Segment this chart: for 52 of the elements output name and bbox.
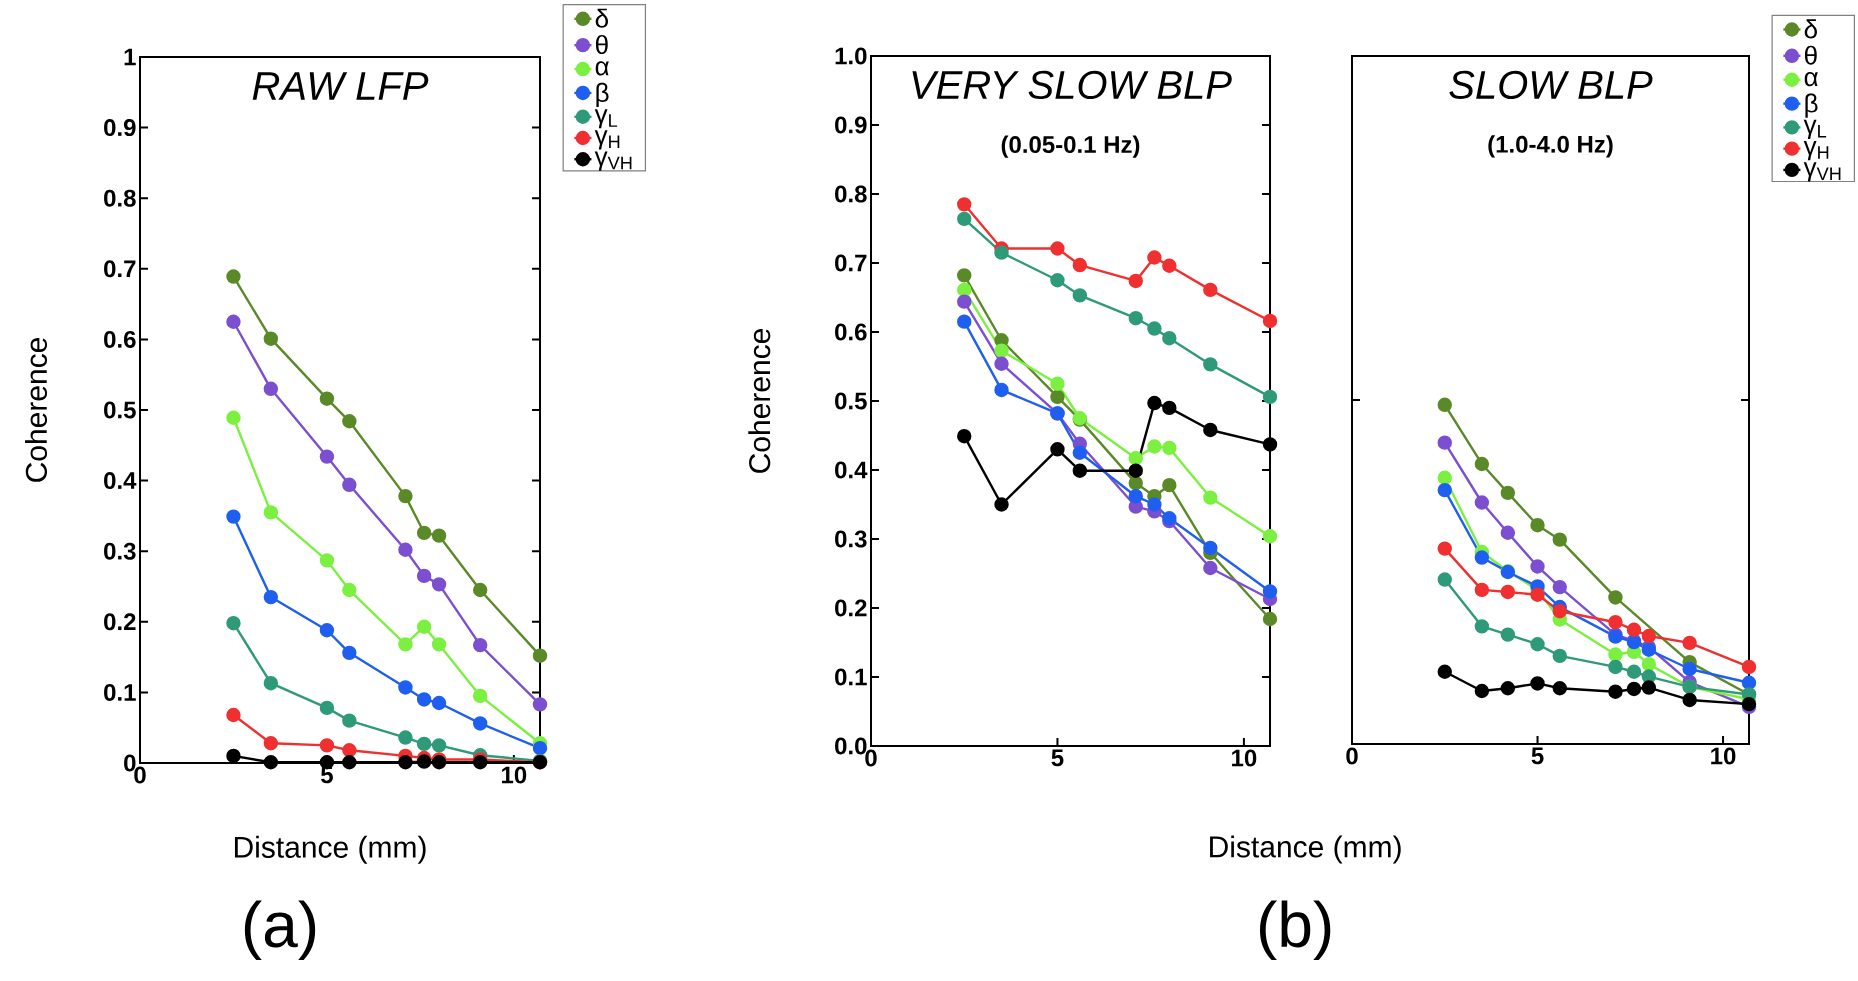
- x-tick-label: 10: [502, 766, 527, 784]
- y-axis-title: Coherence: [25, 337, 48, 482]
- legend-label: γ$_{VH}$: [1803, 162, 1841, 182]
- x-tick-label: 10: [1711, 747, 1736, 765]
- legend-label: δ: [1804, 19, 1817, 39]
- y-tick-label: 0.3: [835, 530, 867, 548]
- legend-label: θ: [1804, 45, 1817, 65]
- legend-label: β: [1805, 93, 1818, 118]
- x-tick-label: 0: [1346, 747, 1358, 765]
- y-tick-label: 0.6: [104, 330, 136, 348]
- y-tick-label: 0.4: [104, 472, 137, 490]
- y-axis-title: Coherence: [748, 328, 771, 473]
- legend-label: γ$_{L}$: [1803, 119, 1827, 139]
- y-tick-label: 0.0: [835, 737, 867, 755]
- x-axis-title: Distance (mm): [1210, 835, 1401, 864]
- legend-label: γ$_{H}$: [1803, 141, 1829, 161]
- y-tick-label: 0.8: [835, 185, 867, 203]
- legend-label: γ$_{VH}$: [594, 151, 632, 171]
- chart-title: SLOW BLP: [1449, 70, 1653, 100]
- legend-label: α: [595, 61, 609, 76]
- y-tick-label: 0.2: [835, 599, 867, 617]
- y-tick-label: 0.1: [835, 668, 867, 686]
- x-tick-label: 10: [1232, 749, 1257, 767]
- x-tick-label: 5: [1051, 749, 1064, 767]
- legend-label: β: [596, 82, 609, 108]
- legend-label: γ$_{L}$: [594, 109, 618, 129]
- text: (1.0-4.0 Hz): [1488, 135, 1613, 158]
- chart-title: RAW LFP: [252, 72, 429, 100]
- y-tick-label: 0.3: [104, 542, 136, 560]
- text: (b): [1260, 900, 1331, 961]
- y-tick-label: 0.9: [104, 119, 136, 137]
- y-tick-label: 1.0: [835, 47, 867, 65]
- legend-label: δ: [595, 8, 608, 28]
- y-tick-label: 0.5: [104, 401, 136, 419]
- x-tick-label: 5: [1531, 747, 1544, 765]
- y-tick-label: 0.1: [104, 683, 136, 701]
- legend-label: α: [1804, 71, 1818, 87]
- y-tick-label: 0.4: [835, 461, 868, 479]
- legend-label: γ$_{H}$: [594, 130, 620, 150]
- text: (0.05-0.1 Hz): [1001, 135, 1140, 158]
- text: (a): [244, 900, 316, 961]
- legend-label: θ: [595, 34, 608, 55]
- y-tick-label: 0.9: [835, 116, 867, 134]
- y-tick-label: 0.5: [835, 392, 867, 410]
- chart-title: VERY SLOW BLP: [912, 70, 1232, 100]
- y-tick-label: 0.8: [104, 189, 136, 207]
- y-tick-label: 0.2: [104, 613, 136, 631]
- y-tick-label: 0.7: [104, 260, 136, 278]
- y-tick-label: 1: [124, 48, 136, 66]
- x-axis-title: Distance (mm): [234, 835, 426, 864]
- y-tick-label: 0.7: [835, 254, 867, 272]
- y-tick-label: 0.6: [835, 323, 867, 341]
